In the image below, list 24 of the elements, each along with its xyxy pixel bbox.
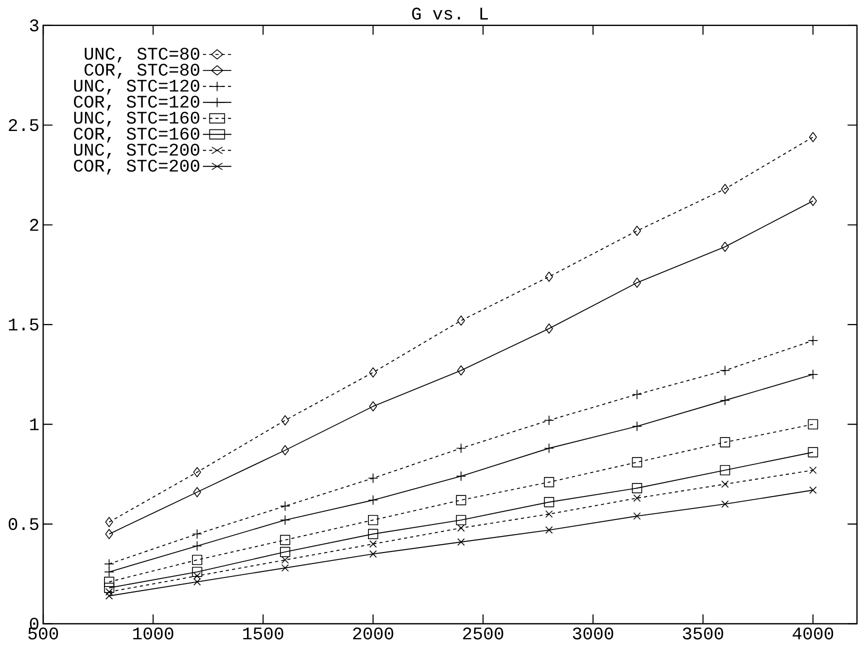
x-tick-label: 4000 [792,627,834,640]
x-tick-label: 1500 [243,627,284,640]
x-tick-label: 1000 [133,627,174,640]
legend-label: UNC, STC=200 [74,144,200,159]
legend-label: COR, STC=80 [84,64,200,79]
chart-title: G vs. L [412,8,488,20]
y-tick-label: 0 [30,618,38,630]
y-tick-label: 1 [30,418,39,430]
x-tick-label: 2500 [463,627,504,640]
y-tick-label: 0.5 [8,518,38,530]
y-tick-label: 3 [30,19,38,32]
x-tick-label: 500 [28,627,58,640]
legend-label: COR, STC=200 [74,160,200,175]
legend-label: UNC, STC=80 [84,48,200,63]
x-tick-label: 3000 [572,627,614,640]
y-tick-label: 2 [30,218,38,231]
legend-label: UNC, STC=160 [74,112,200,127]
y-tick-label: 1.5 [8,318,38,330]
legend-label: COR, STC=120 [74,96,200,111]
x-tick-label: 2000 [353,627,394,640]
legend-label: COR, STC=160 [74,128,200,143]
legend-label: UNC, STC=120 [74,80,200,95]
y-tick-label: 2.5 [8,119,38,132]
x-tick-label: 3500 [682,627,724,640]
